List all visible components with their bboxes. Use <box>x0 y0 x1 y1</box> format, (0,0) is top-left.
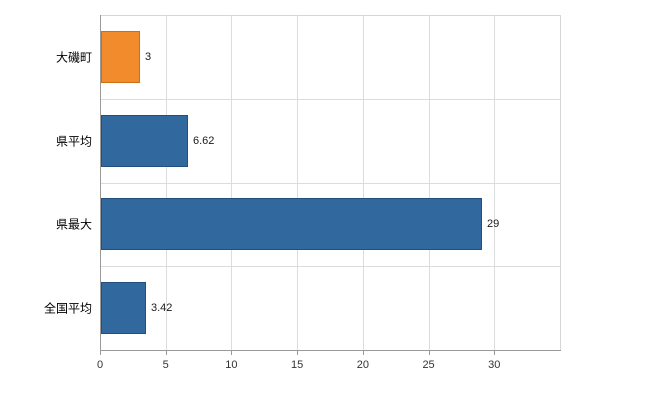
bar <box>101 115 188 167</box>
x-axis-line <box>100 350 561 351</box>
value-label: 29 <box>487 218 500 231</box>
h-gridline <box>100 266 560 268</box>
x-tick-mark <box>297 351 299 355</box>
x-tick-label: 30 <box>488 359 501 371</box>
h-gridline <box>100 182 560 184</box>
value-label: 3.42 <box>151 302 173 315</box>
category-label: 県最大 <box>55 217 92 232</box>
category-label: 大磯町 <box>55 50 92 65</box>
x-tick-mark <box>362 351 364 355</box>
category-label: 県平均 <box>55 134 92 149</box>
category-label: 全国平均 <box>43 301 92 316</box>
x-tick-label: 15 <box>291 359 304 371</box>
value-label: 6.62 <box>193 134 215 147</box>
h-gridline <box>100 98 560 100</box>
bar <box>101 198 482 250</box>
x-tick-mark <box>100 351 101 355</box>
bar <box>101 282 146 334</box>
x-tick-label: 20 <box>356 359 369 371</box>
x-tick-mark <box>428 351 430 355</box>
y-axis-line <box>100 15 101 351</box>
x-tick-label: 10 <box>225 359 238 371</box>
value-label: 3 <box>145 50 152 63</box>
x-tick-mark <box>231 351 233 355</box>
x-tick-mark <box>494 351 496 355</box>
x-tick-label: 25 <box>422 359 435 371</box>
x-tick-mark <box>165 351 167 355</box>
bar <box>101 31 140 83</box>
x-tick-label: 5 <box>162 359 169 371</box>
x-tick-label: 0 <box>96 359 104 371</box>
